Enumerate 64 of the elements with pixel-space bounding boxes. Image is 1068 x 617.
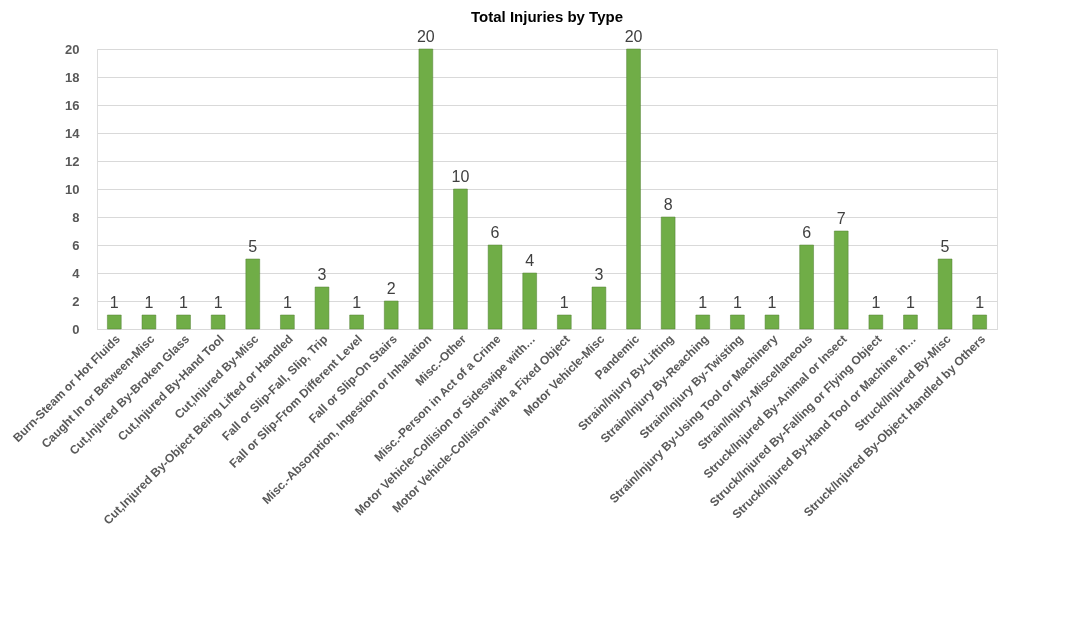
bar [314, 286, 330, 330]
data-label: 1 [352, 294, 362, 311]
y-tick-label: 10 [65, 181, 80, 197]
bar [591, 286, 607, 330]
bar [834, 230, 849, 330]
bar [280, 314, 295, 330]
data-label: 1 [975, 294, 985, 311]
data-label: 5 [940, 238, 950, 255]
data-label: 1 [109, 294, 119, 311]
bar [903, 314, 918, 330]
bar [937, 258, 953, 330]
bar [349, 314, 364, 330]
data-label: 1 [871, 294, 881, 311]
bar [799, 244, 814, 330]
y-tick-label: 0 [72, 321, 80, 337]
data-label: 1 [732, 294, 742, 311]
data-label: 8 [663, 196, 673, 213]
bar [453, 188, 468, 330]
bar [764, 314, 780, 330]
data-label: 4 [525, 252, 535, 269]
y-tick-label: 8 [72, 209, 80, 225]
y-tick-label: 12 [65, 153, 80, 169]
data-label: 6 [802, 224, 812, 241]
data-label: 5 [248, 238, 258, 255]
data-label: 7 [836, 210, 846, 227]
bar [141, 314, 157, 330]
bar [557, 314, 572, 330]
data-label: 1 [906, 294, 916, 311]
data-label: 3 [317, 266, 327, 283]
y-tick-label: 16 [65, 97, 80, 113]
y-tick-label: 4 [72, 265, 81, 281]
data-label: 1 [767, 294, 777, 311]
chart-title: Total Injuries by Type [471, 8, 623, 25]
bar [660, 216, 676, 330]
data-label: 2 [386, 280, 396, 297]
bar [487, 244, 503, 330]
data-label: 20 [416, 28, 435, 45]
bar [730, 314, 745, 330]
data-label: 6 [490, 224, 500, 241]
bar [107, 314, 122, 330]
y-tick-label: 18 [65, 69, 80, 85]
data-label: 1 [559, 294, 569, 311]
y-tick-label: 2 [72, 293, 80, 309]
y-tick-label: 6 [72, 237, 80, 253]
y-tick-label: 14 [65, 125, 81, 141]
bar [868, 314, 884, 330]
bar [210, 314, 226, 330]
data-label: 1 [282, 294, 292, 311]
bar [245, 258, 260, 330]
data-label: 10 [451, 168, 470, 185]
bar [418, 48, 434, 330]
data-label: 1 [144, 294, 154, 311]
data-label: 1 [698, 294, 708, 311]
y-tick-label: 20 [65, 41, 80, 57]
data-label: 1 [179, 294, 189, 311]
bar [384, 300, 399, 330]
bar [972, 314, 987, 330]
bar [176, 314, 191, 330]
bar [695, 314, 710, 330]
data-label: 20 [624, 28, 643, 45]
data-label: 3 [594, 266, 604, 283]
bar [522, 272, 537, 330]
data-label: 1 [213, 294, 223, 311]
bar [626, 48, 641, 330]
